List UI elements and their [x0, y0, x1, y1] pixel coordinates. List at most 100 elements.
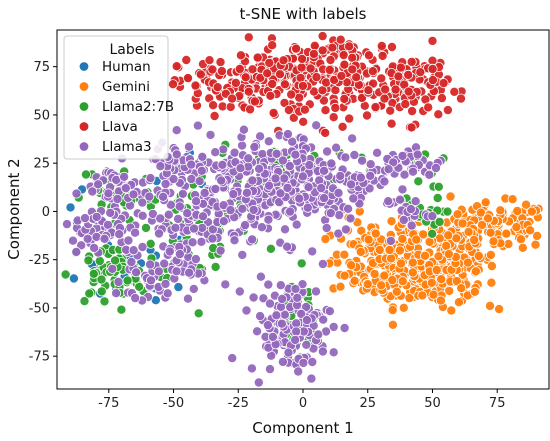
data-point — [307, 246, 318, 257]
data-point — [99, 233, 110, 244]
data-point — [469, 286, 480, 297]
data-point — [229, 235, 240, 246]
data-point — [376, 280, 387, 291]
data-point — [335, 170, 346, 181]
data-point — [243, 153, 254, 164]
data-point — [320, 233, 331, 244]
data-point — [320, 127, 331, 138]
data-point — [297, 171, 308, 182]
data-point — [480, 197, 491, 208]
data-point — [361, 110, 372, 121]
data-point — [452, 209, 463, 220]
data-point — [137, 241, 148, 252]
data-point — [525, 225, 536, 236]
data-point — [288, 112, 299, 123]
data-point — [311, 72, 322, 83]
x-tick-label: 0 — [299, 396, 307, 411]
data-point — [317, 258, 328, 269]
data-point — [168, 173, 179, 184]
data-point — [278, 55, 289, 66]
data-point — [144, 191, 155, 202]
data-point — [348, 193, 359, 204]
data-point — [171, 266, 182, 277]
data-point — [290, 283, 301, 294]
data-point — [322, 146, 333, 157]
data-point — [182, 73, 193, 84]
data-point — [482, 213, 493, 224]
data-point — [455, 93, 466, 104]
data-point — [317, 346, 328, 357]
data-point — [89, 242, 100, 253]
data-point — [397, 184, 408, 195]
data-point — [237, 249, 248, 260]
data-point — [427, 75, 438, 86]
data-point — [284, 161, 295, 172]
data-point — [398, 302, 409, 313]
data-point — [212, 82, 223, 93]
data-point — [316, 183, 327, 194]
data-point — [473, 250, 484, 261]
data-point — [494, 304, 505, 315]
data-point — [81, 169, 92, 180]
data-point — [220, 279, 231, 290]
data-point — [410, 196, 421, 207]
data-point — [337, 121, 348, 132]
data-point — [403, 69, 414, 80]
data-point — [363, 50, 374, 61]
data-point — [386, 118, 397, 129]
legend-label: Llama3 — [102, 139, 152, 155]
data-point — [485, 249, 496, 260]
x-tick-label: -50 — [163, 396, 184, 411]
data-point — [318, 165, 329, 176]
data-point — [385, 105, 396, 116]
data-point — [276, 318, 287, 329]
data-point — [449, 86, 460, 97]
data-point — [263, 279, 274, 290]
data-point — [255, 311, 266, 322]
data-point — [167, 79, 178, 90]
data-point — [406, 122, 417, 133]
data-point — [126, 256, 137, 267]
data-point — [339, 322, 350, 333]
data-point — [340, 152, 351, 163]
y-axis-ticks: -75 -50 -25 0 25 50 75 — [29, 60, 57, 365]
data-point — [298, 116, 309, 127]
data-point — [205, 129, 216, 140]
data-point — [430, 162, 441, 173]
data-point — [306, 373, 317, 384]
data-point — [530, 239, 541, 250]
data-point — [93, 179, 104, 190]
data-point — [304, 160, 315, 171]
data-point — [249, 96, 260, 107]
data-point — [107, 263, 118, 274]
data-point — [87, 186, 98, 197]
data-point — [299, 104, 310, 115]
data-point — [436, 93, 447, 104]
points-layer — [60, 31, 544, 388]
data-point — [397, 233, 408, 244]
data-point — [427, 64, 438, 75]
data-point — [279, 173, 290, 184]
data-point — [293, 366, 304, 377]
data-point — [292, 292, 303, 303]
legend-label: Llava — [102, 119, 138, 135]
data-point — [297, 80, 308, 91]
data-point — [339, 93, 350, 104]
data-point — [173, 213, 184, 224]
data-point — [335, 34, 346, 45]
data-point — [277, 155, 288, 166]
data-point — [301, 339, 312, 350]
data-point — [268, 107, 279, 118]
data-point — [488, 236, 499, 247]
data-point — [307, 356, 318, 367]
data-point — [501, 228, 512, 239]
data-point — [230, 77, 241, 88]
y-tick-label: 25 — [33, 157, 50, 172]
data-point — [113, 276, 124, 287]
data-point — [403, 86, 414, 97]
data-point — [217, 159, 228, 170]
data-point — [65, 202, 76, 213]
data-point — [343, 203, 354, 214]
data-point — [395, 62, 406, 73]
data-point — [363, 85, 374, 96]
